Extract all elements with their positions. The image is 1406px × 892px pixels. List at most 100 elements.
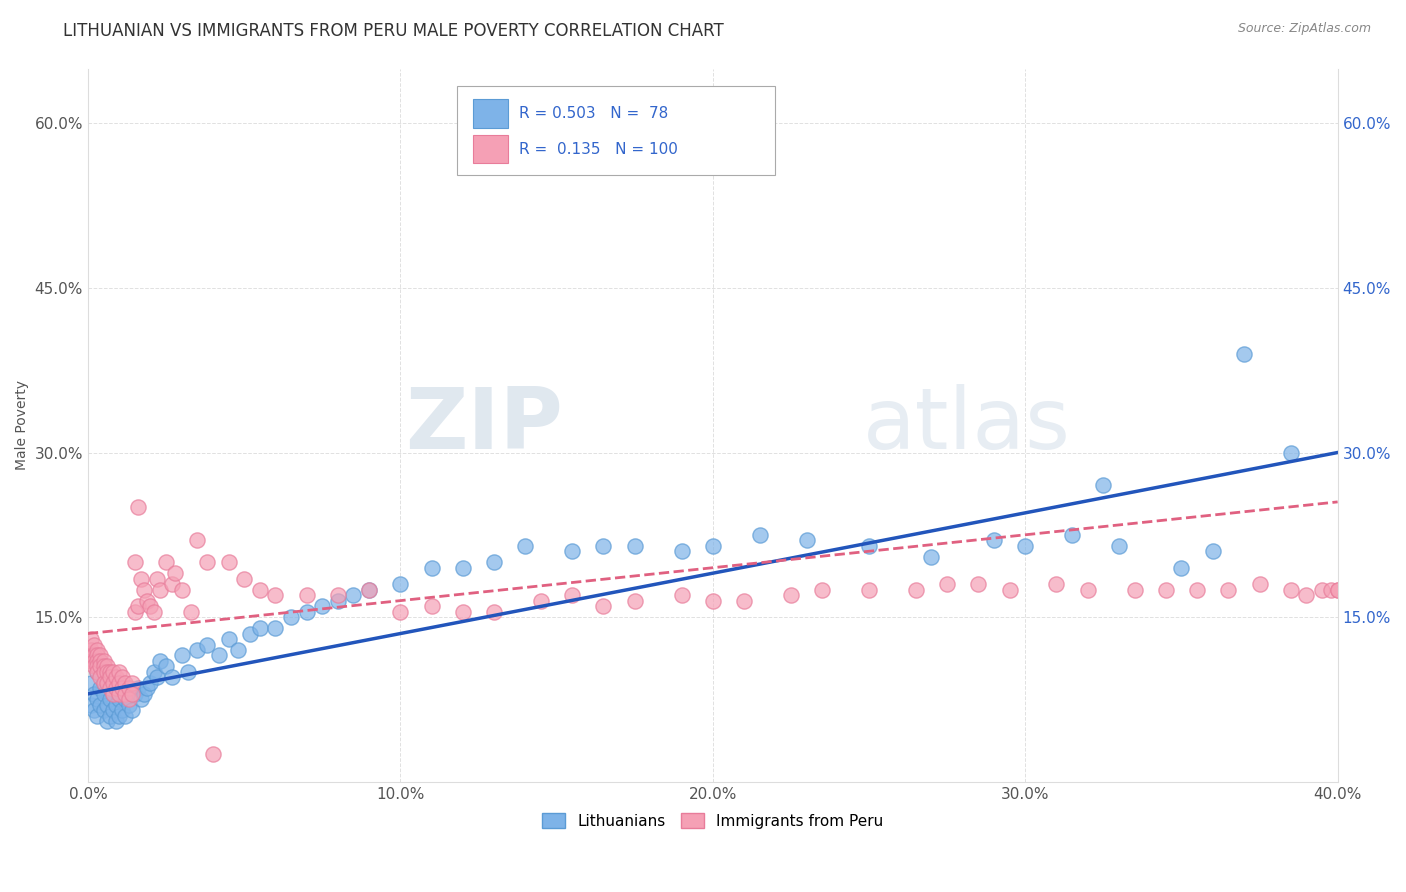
- FancyBboxPatch shape: [472, 99, 508, 128]
- Point: [623, 593, 645, 607]
- Point: [208, 648, 231, 663]
- Point: [170, 582, 193, 597]
- Legend: Lithuanians, Immigrants from Peru: Lithuanians, Immigrants from Peru: [536, 806, 890, 835]
- Point: [117, 681, 139, 696]
- Text: Source: ZipAtlas.com: Source: ZipAtlas.com: [1237, 22, 1371, 36]
- Point: [702, 539, 724, 553]
- Point: [592, 539, 614, 553]
- Point: [96, 698, 118, 712]
- Point: [702, 593, 724, 607]
- Point: [80, 676, 103, 690]
- Point: [1326, 582, 1348, 597]
- Point: [108, 692, 131, 706]
- Point: [936, 577, 959, 591]
- Point: [295, 588, 318, 602]
- Point: [1249, 577, 1271, 591]
- Point: [1185, 582, 1208, 597]
- Point: [1218, 582, 1240, 597]
- Point: [218, 632, 240, 646]
- Y-axis label: Male Poverty: Male Poverty: [15, 380, 30, 470]
- Point: [89, 648, 111, 663]
- Point: [155, 659, 177, 673]
- Point: [592, 599, 614, 614]
- Point: [420, 560, 443, 574]
- Point: [80, 654, 103, 668]
- Point: [998, 582, 1021, 597]
- Point: [86, 654, 108, 668]
- Point: [295, 605, 318, 619]
- Point: [93, 654, 115, 668]
- Point: [108, 708, 131, 723]
- Point: [1123, 582, 1146, 597]
- Point: [249, 582, 271, 597]
- Point: [111, 681, 134, 696]
- Point: [105, 714, 128, 729]
- Point: [98, 670, 121, 684]
- Point: [93, 703, 115, 717]
- Point: [858, 539, 880, 553]
- Point: [83, 687, 105, 701]
- Point: [124, 687, 146, 701]
- Point: [86, 648, 108, 663]
- Point: [86, 643, 108, 657]
- Point: [86, 659, 108, 673]
- Point: [326, 593, 349, 607]
- Point: [86, 665, 108, 679]
- Point: [80, 632, 103, 646]
- Point: [515, 539, 537, 553]
- Point: [1233, 347, 1256, 361]
- Point: [162, 577, 184, 591]
- Point: [124, 555, 146, 569]
- Point: [83, 703, 105, 717]
- Point: [108, 676, 131, 690]
- Point: [105, 698, 128, 712]
- Point: [101, 676, 124, 690]
- Point: [96, 659, 118, 673]
- Point: [80, 643, 103, 657]
- Point: [98, 665, 121, 679]
- Point: [149, 582, 172, 597]
- Point: [1077, 582, 1099, 597]
- Point: [983, 533, 1005, 548]
- Point: [108, 687, 131, 701]
- Point: [134, 582, 156, 597]
- Point: [904, 582, 927, 597]
- Point: [239, 626, 262, 640]
- Point: [111, 703, 134, 717]
- Point: [127, 681, 149, 696]
- Point: [1154, 582, 1177, 597]
- Point: [451, 605, 474, 619]
- Point: [98, 681, 121, 696]
- Point: [83, 654, 105, 668]
- Point: [114, 687, 136, 701]
- Point: [1045, 577, 1067, 591]
- Point: [342, 588, 364, 602]
- Text: R =  0.135   N = 100: R = 0.135 N = 100: [519, 142, 678, 157]
- Text: atlas: atlas: [863, 384, 1071, 467]
- Point: [145, 670, 167, 684]
- Point: [111, 687, 134, 701]
- Point: [796, 533, 818, 548]
- Point: [96, 676, 118, 690]
- Point: [482, 555, 505, 569]
- Point: [1279, 445, 1302, 459]
- Point: [129, 572, 152, 586]
- Point: [96, 714, 118, 729]
- Point: [129, 692, 152, 706]
- Point: [89, 654, 111, 668]
- Point: [451, 560, 474, 574]
- Point: [139, 599, 162, 614]
- Point: [101, 665, 124, 679]
- Point: [121, 703, 143, 717]
- Point: [136, 681, 159, 696]
- Point: [89, 659, 111, 673]
- Point: [162, 670, 184, 684]
- Point: [389, 577, 412, 591]
- Point: [145, 572, 167, 586]
- Point: [359, 582, 381, 597]
- Point: [1060, 528, 1083, 542]
- Point: [389, 605, 412, 619]
- Text: LITHUANIAN VS IMMIGRANTS FROM PERU MALE POVERTY CORRELATION CHART: LITHUANIAN VS IMMIGRANTS FROM PERU MALE …: [63, 22, 724, 40]
- Point: [83, 638, 105, 652]
- Point: [1092, 478, 1115, 492]
